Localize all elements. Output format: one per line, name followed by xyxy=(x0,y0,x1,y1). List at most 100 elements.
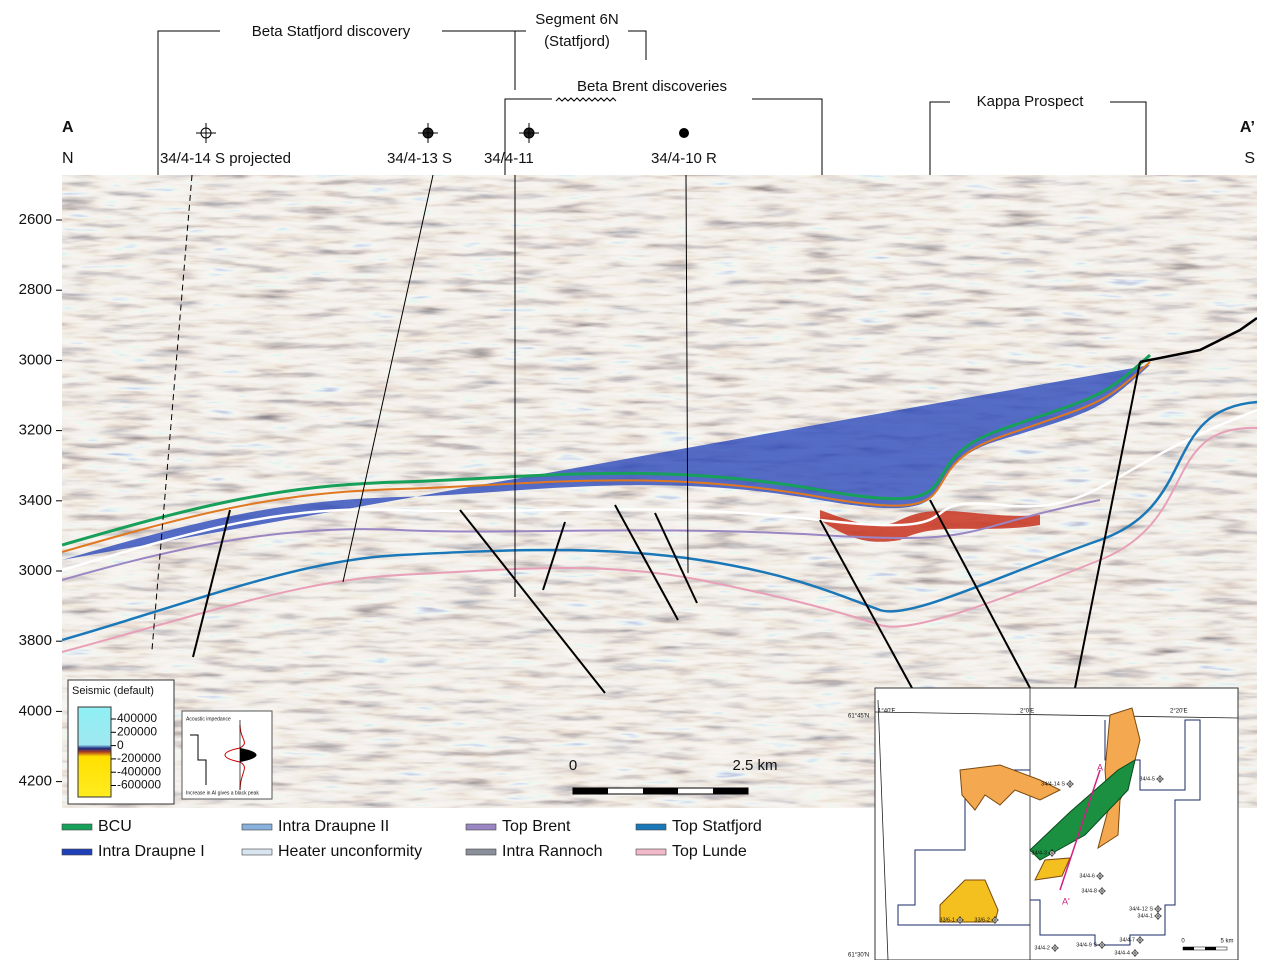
wavelet-label: Acoustic impedance xyxy=(186,716,231,722)
colorbar-label: -400000 xyxy=(117,764,161,778)
scale-start: 0 xyxy=(569,757,577,774)
map-well-cross xyxy=(1156,775,1164,783)
section-start-dir: N xyxy=(62,150,74,167)
faults xyxy=(192,361,1141,694)
well-label: 34/4-13 S xyxy=(387,150,452,167)
map-well-cross xyxy=(1066,780,1074,788)
map-well-cross xyxy=(956,916,964,924)
map-well-cross xyxy=(1154,912,1162,920)
wavelet-peak xyxy=(240,748,257,762)
well-paths xyxy=(151,174,689,651)
map-well-cross xyxy=(1098,887,1106,895)
map-scale-end: 5 km xyxy=(1220,939,1233,945)
legend-swatch xyxy=(61,848,93,856)
legend-swatch xyxy=(635,848,667,856)
map-well-cross xyxy=(991,916,999,924)
depth-label: 3000 xyxy=(19,351,52,368)
map-well-label: 34/4-14 S xyxy=(1041,781,1065,787)
map-well-cross xyxy=(1136,936,1144,944)
profile-start: A xyxy=(1097,762,1103,772)
map-well-label: 33/6-1 xyxy=(939,917,955,923)
well-label: 34/4-11 xyxy=(484,150,534,167)
map-well-label: 34/4-2 xyxy=(1034,945,1050,951)
map-well-label: 33/6-2 xyxy=(974,917,990,923)
legend-label: Intra Draupne I xyxy=(98,843,205,860)
bracket-label: Kappa Prospect xyxy=(977,93,1085,110)
depth-label: 2800 xyxy=(19,281,52,298)
scale-bar xyxy=(572,787,749,795)
depth-axis: 2600 2800 3000 3200 3400 3000 3800 4000 4200 xyxy=(19,211,62,790)
bracket-label: Segment 6N xyxy=(535,11,618,28)
map-well-cross xyxy=(1048,849,1056,857)
bracket-label: Beta Statfjord discovery xyxy=(252,23,411,40)
bracket-sublabel: (Statfjord) xyxy=(544,33,610,50)
map-well-label: 34/4-12 S xyxy=(1129,906,1153,912)
map-well-cross xyxy=(1096,872,1104,880)
section-end: A’ xyxy=(1240,119,1255,136)
horizons xyxy=(62,316,1257,653)
colorbar-label: -600000 xyxy=(117,778,161,792)
map-well-label: 34/4-6 xyxy=(1079,873,1095,879)
depth-label: 3800 xyxy=(19,632,52,649)
legend-swatch xyxy=(241,848,273,856)
depth-label: 4000 xyxy=(19,702,52,719)
scale-end: 2.5 km xyxy=(732,757,777,774)
depth-label: 3200 xyxy=(19,422,52,439)
legend-swatch xyxy=(465,848,497,856)
bracket-lines xyxy=(157,30,1147,175)
map-well-cross xyxy=(1131,949,1139,957)
map-well-label: 34/4-7 xyxy=(1119,937,1135,943)
map-well-cross xyxy=(1051,944,1059,952)
legend-label: Heater unconformity xyxy=(278,843,422,860)
colorbar-label: 400000 xyxy=(117,711,157,725)
colorbar-label: 200000 xyxy=(117,724,157,738)
wavelet-red xyxy=(224,724,245,791)
section-start: A xyxy=(62,119,74,136)
legend-label: Intra Rannoch xyxy=(502,843,603,860)
legend-swatch xyxy=(241,823,273,831)
impedance-step xyxy=(190,734,207,785)
depth-label: 2600 xyxy=(19,211,52,228)
profile-end: A' xyxy=(1062,896,1070,906)
colorbar-label: 0 xyxy=(117,738,124,752)
map-lon: 2°0'E xyxy=(1020,709,1034,715)
map-well-label: 34/4-3 xyxy=(1031,850,1047,856)
legend-label: Intra Draupne II xyxy=(278,818,389,835)
map-well-label: 34/4-5 xyxy=(1139,776,1155,782)
map-well-cross xyxy=(1098,941,1106,949)
map-inset xyxy=(874,687,1239,960)
depth-label: 4200 xyxy=(19,773,52,790)
section-end-dir: S xyxy=(1244,150,1255,167)
map-well-label: 34/4-1 xyxy=(1137,913,1153,919)
well-label: 34/4-14 S projected xyxy=(160,150,291,167)
map-scale-start: 0 xyxy=(1181,939,1185,945)
map-wells: 34/4-14 S 34/4-5 34/4-3 34/4-8 34/4-6 34/4-12… xyxy=(939,775,1164,957)
map-well-cross xyxy=(1154,905,1162,913)
colorbar-label: -200000 xyxy=(117,751,161,765)
legend-label: Top Lunde xyxy=(672,843,747,860)
legend-label: Top Brent xyxy=(502,818,571,835)
well-label: 34/4-10 R xyxy=(651,150,717,167)
legend: BCU Intra Draupne I Intra Draupne II Heater… xyxy=(61,818,762,860)
map-lon: 1°40'E xyxy=(878,709,896,715)
map-lat: 61°45'N xyxy=(848,714,869,720)
colorbar-scale xyxy=(77,706,112,798)
legend-swatch xyxy=(465,823,497,831)
map-well-label: 34/4-9 S xyxy=(1076,942,1097,948)
depth-label: 3000 xyxy=(19,562,52,579)
map-well-label: 34/4-8 xyxy=(1081,888,1097,894)
colorbar-title: Seismic (default) xyxy=(72,685,154,697)
map-scale xyxy=(1182,946,1228,951)
well-symbols xyxy=(196,123,689,143)
legend-label: Top Statfjord xyxy=(672,818,762,835)
map-well-label: 34/4-4 xyxy=(1114,950,1130,956)
legend-label: BCU xyxy=(98,818,132,835)
wavelet-caption: Increase in AI gives a black peak xyxy=(186,790,259,796)
legend-swatch xyxy=(635,823,667,831)
bracket-label: Beta Brent discoveries xyxy=(577,78,727,95)
legend-swatch xyxy=(61,823,93,831)
map-lon: 2°20'E xyxy=(1170,709,1188,715)
wavelet-box xyxy=(181,710,273,800)
